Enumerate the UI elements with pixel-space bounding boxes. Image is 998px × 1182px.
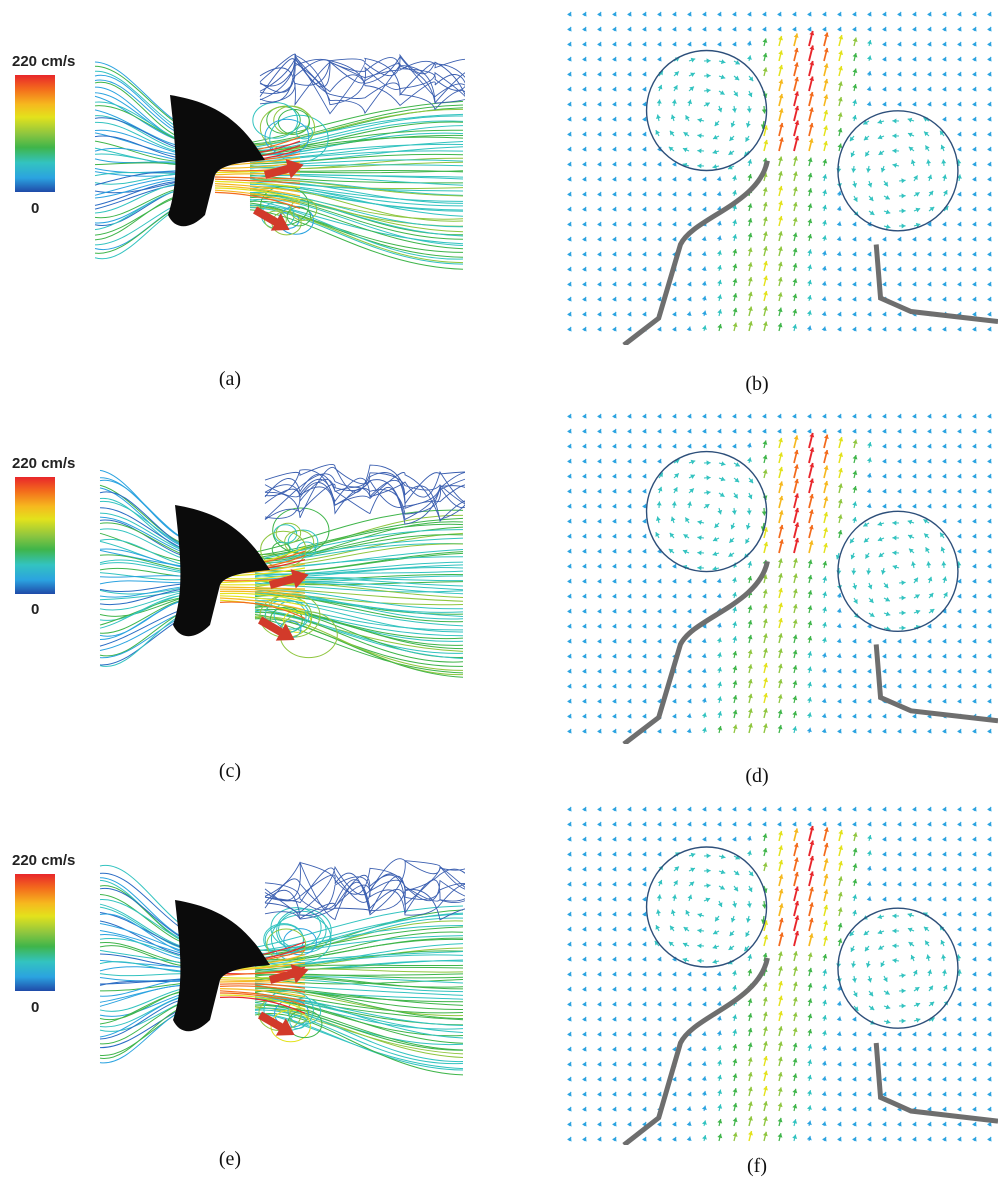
left-wall <box>622 160 770 345</box>
colorbar-a <box>15 75 55 192</box>
colorbar-e <box>15 874 55 991</box>
right-wall <box>873 1042 998 1124</box>
caption-e: (e) <box>218 1148 242 1170</box>
right-vortex-circle <box>837 907 959 1029</box>
right-vortex-circle <box>837 110 959 232</box>
flow-direction-arrow-icon <box>258 616 295 641</box>
colorbar-max-label-e: 220 cm/s <box>12 852 76 869</box>
colorbar-max-label-a: 220 cm/s <box>12 53 76 70</box>
vector-field-plot-d <box>563 412 998 744</box>
left-vortex-circle <box>645 450 768 573</box>
colorbar-min-label-e: 0 <box>31 999 40 1016</box>
right-wall <box>873 644 998 724</box>
caption-a: (a) <box>218 368 242 390</box>
left-vortex-circle <box>645 846 768 968</box>
streamline-plot-a <box>90 40 465 280</box>
flow-direction-arrow-icon <box>253 206 290 231</box>
flow-direction-arrow-icon <box>268 569 309 589</box>
colorbar-c <box>15 477 55 594</box>
left-wall <box>622 957 770 1145</box>
vector-field-svg <box>567 806 998 1145</box>
valve-body <box>168 95 265 227</box>
valve-body <box>173 900 270 1032</box>
streamline-svg <box>99 464 465 678</box>
caption-c: (c) <box>218 760 242 782</box>
valve-body <box>173 505 270 637</box>
left-vortex-circle <box>645 49 768 172</box>
streamline-svg <box>94 53 465 270</box>
colorbar-min-label-a: 0 <box>31 200 40 217</box>
colorbar-max-label-c: 220 cm/s <box>12 455 76 472</box>
colorbar-min-label-c: 0 <box>31 601 40 618</box>
streamline-plot-e <box>95 845 465 1085</box>
flow-direction-arrow-icon <box>258 1011 295 1036</box>
left-wall <box>622 560 770 744</box>
vector-field-plot-b <box>563 10 998 345</box>
vector-field-plot-f <box>563 805 998 1145</box>
right-wall <box>873 244 998 325</box>
caption-f: (f) <box>747 1155 767 1177</box>
streamline-plot-c <box>95 450 465 690</box>
caption-d: (d) <box>745 765 769 787</box>
flow-direction-arrow-icon <box>268 964 309 984</box>
streamline-svg <box>99 858 465 1076</box>
right-vortex-circle <box>837 510 959 633</box>
flow-direction-arrow-icon <box>263 159 304 179</box>
vector-field-svg <box>567 11 998 345</box>
vector-field-svg <box>567 413 998 744</box>
caption-b: (b) <box>745 373 769 395</box>
